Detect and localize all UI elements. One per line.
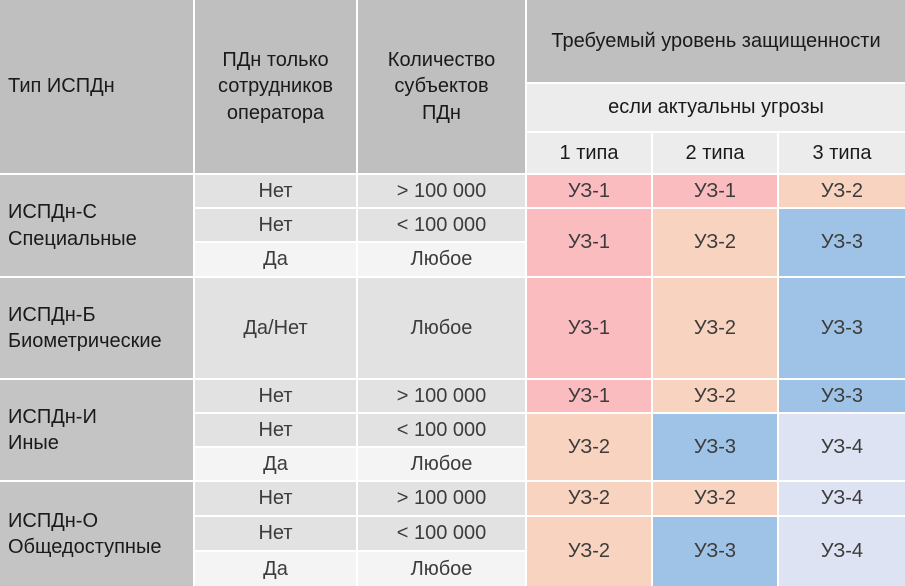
level-cell-uz4: УЗ-4	[779, 482, 905, 515]
level-cell-uz1: УЗ-1	[653, 175, 777, 207]
header-employees-only: ПДн только сотрудников оператора	[195, 0, 356, 173]
employees-cell: Да/Нет	[195, 278, 356, 378]
level-cell-uz4: УЗ-4	[779, 414, 905, 480]
level-cell-uz2: УЗ-2	[653, 209, 777, 276]
count-cell: < 100 000	[358, 414, 525, 446]
level-cell-uz2: УЗ-2	[527, 517, 651, 586]
header-subjects-count: Количество субъектов ПДн	[358, 0, 525, 173]
count-cell: < 100 000	[358, 517, 525, 550]
header-threat-type-2: 2 типа	[653, 133, 777, 173]
level-cell-uz2: УЗ-2	[653, 380, 777, 412]
header-threat-type-1: 1 типа	[527, 133, 651, 173]
level-cell-uz3: УЗ-3	[779, 278, 905, 378]
level-cell-uz1: УЗ-1	[527, 175, 651, 207]
level-cell-uz2: УЗ-2	[653, 482, 777, 515]
level-cell-uz3: УЗ-3	[779, 380, 905, 412]
count-cell: > 100 000	[358, 175, 525, 207]
type-ispdn-s: ИСПДн-С Специальные	[0, 175, 193, 276]
header-if-threats: если актуальны угрозы	[527, 84, 905, 131]
type-ispdn-b: ИСПДн-Б Биометрические	[0, 278, 193, 378]
level-cell-uz3: УЗ-3	[653, 414, 777, 480]
level-cell-uz2: УЗ-2	[527, 482, 651, 515]
level-cell-uz2: УЗ-2	[527, 414, 651, 480]
type-ispdn-o: ИСПДн-О Общедоступные	[0, 482, 193, 586]
level-cell-uz1: УЗ-1	[527, 278, 651, 378]
employees-cell: Нет	[195, 482, 356, 515]
employees-cell: Да	[195, 552, 356, 586]
employees-cell: Нет	[195, 517, 356, 550]
count-cell: Любое	[358, 552, 525, 586]
level-cell-uz2: УЗ-2	[779, 175, 905, 207]
header-type: Тип ИСПДн	[0, 0, 193, 173]
employees-cell: Нет	[195, 380, 356, 412]
header-threat-type-3: 3 типа	[779, 133, 905, 173]
count-cell: > 100 000	[358, 482, 525, 515]
employees-cell: Да	[195, 448, 356, 480]
level-cell-uz4: УЗ-4	[779, 517, 905, 586]
header-required-level: Требуемый уровень защищенности	[527, 0, 905, 82]
level-cell-uz3: УЗ-3	[779, 209, 905, 276]
type-ispdn-i: ИСПДн-И Иные	[0, 380, 193, 480]
count-cell: > 100 000	[358, 380, 525, 412]
level-cell-uz1: УЗ-1	[527, 380, 651, 412]
employees-cell: Нет	[195, 209, 356, 241]
employees-cell: Да	[195, 243, 356, 276]
level-cell-uz1: УЗ-1	[527, 209, 651, 276]
count-cell: Любое	[358, 243, 525, 276]
count-cell: Любое	[358, 448, 525, 480]
level-cell-uz3: УЗ-3	[653, 517, 777, 586]
employees-cell: Нет	[195, 414, 356, 446]
count-cell: Любое	[358, 278, 525, 378]
count-cell: < 100 000	[358, 209, 525, 241]
level-cell-uz2: УЗ-2	[653, 278, 777, 378]
employees-cell: Нет	[195, 175, 356, 207]
